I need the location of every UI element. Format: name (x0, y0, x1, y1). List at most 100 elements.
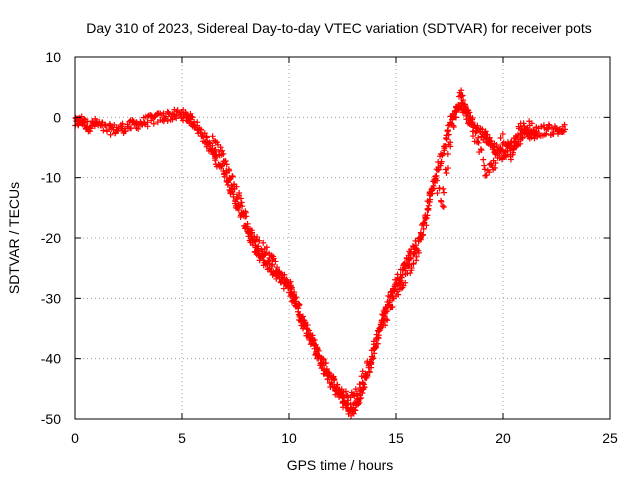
data-point (303, 325, 310, 332)
data-point (436, 185, 443, 192)
data-point (515, 123, 522, 130)
data-point (342, 388, 349, 395)
data-point (423, 214, 430, 221)
data-point (102, 121, 109, 128)
data-point (104, 128, 111, 135)
data-point (380, 312, 387, 319)
x-tick-label: 0 (71, 430, 79, 446)
data-point (366, 369, 373, 376)
data-point (499, 130, 506, 137)
data-point (265, 257, 272, 264)
data-point (198, 126, 205, 133)
data-point (513, 141, 520, 148)
data-point (496, 150, 503, 157)
data-point (282, 279, 289, 286)
data-point (434, 190, 441, 197)
y-tick-label: -10 (41, 170, 61, 186)
data-point (263, 244, 270, 251)
data-point (481, 162, 488, 169)
data-point (187, 110, 194, 117)
data-point (497, 134, 504, 141)
data-point (300, 320, 307, 327)
data-point (255, 243, 262, 250)
data-point (492, 159, 499, 166)
data-point (514, 131, 521, 138)
data-point (295, 308, 302, 315)
data-point (169, 116, 176, 123)
grid (75, 57, 610, 419)
data-point (304, 322, 311, 329)
data-point (420, 225, 427, 232)
data-point (353, 395, 360, 402)
data-point (334, 381, 341, 388)
data-point (530, 127, 537, 134)
data-point (474, 122, 481, 129)
data-point (326, 372, 333, 379)
data-point (562, 126, 569, 133)
data-point (440, 185, 447, 192)
data-point (226, 167, 233, 174)
y-tick-label: 0 (53, 109, 61, 125)
chart-title: Day 310 of 2023, Sidereal Day-to-day VTE… (86, 20, 592, 36)
data-point (296, 301, 303, 308)
x-axis-label: GPS time / hours (287, 457, 394, 473)
data-point (107, 131, 114, 138)
data-point (444, 165, 451, 172)
data-point (233, 183, 240, 190)
data-points (72, 87, 569, 419)
data-point (461, 108, 468, 115)
data-point (520, 120, 527, 127)
data-point (209, 133, 216, 140)
data-point (293, 294, 300, 301)
data-point (383, 316, 390, 323)
data-point (461, 101, 468, 108)
data-point (545, 121, 552, 128)
data-point (528, 120, 535, 127)
data-point (352, 386, 359, 393)
data-point (203, 133, 210, 140)
data-point (201, 130, 208, 137)
data-point (427, 196, 434, 203)
data-point (463, 116, 470, 123)
x-tick-label: 15 (388, 430, 404, 446)
data-point (470, 133, 477, 140)
data-point (173, 115, 180, 122)
data-point (223, 161, 230, 168)
data-point (213, 151, 220, 158)
data-point (319, 364, 326, 371)
data-point (212, 146, 219, 153)
data-point (237, 195, 244, 202)
data-point (412, 242, 419, 249)
data-point (256, 237, 263, 244)
data-point (373, 340, 380, 347)
data-point (445, 131, 452, 138)
data-point (352, 407, 359, 414)
data-point (307, 333, 314, 340)
data-point (244, 220, 251, 227)
data-point (460, 97, 467, 104)
data-point (217, 144, 224, 151)
data-point (331, 376, 338, 383)
y-tick-label: 10 (45, 49, 61, 65)
data-point (545, 125, 552, 132)
data-point (534, 132, 541, 139)
data-point (235, 206, 242, 213)
data-point (150, 120, 157, 127)
data-point (292, 303, 299, 310)
data-point (330, 383, 337, 390)
data-point (373, 331, 380, 338)
data-point (215, 148, 222, 155)
data-point (332, 387, 339, 394)
data-point (344, 400, 351, 407)
data-point (386, 297, 393, 304)
data-point (295, 311, 302, 318)
data-point (281, 271, 288, 278)
x-tick-label: 5 (178, 430, 186, 446)
data-point (357, 394, 364, 401)
data-point (444, 151, 451, 158)
data-point (274, 264, 281, 271)
data-point (478, 147, 485, 154)
data-point (230, 191, 237, 198)
data-point (519, 130, 526, 137)
